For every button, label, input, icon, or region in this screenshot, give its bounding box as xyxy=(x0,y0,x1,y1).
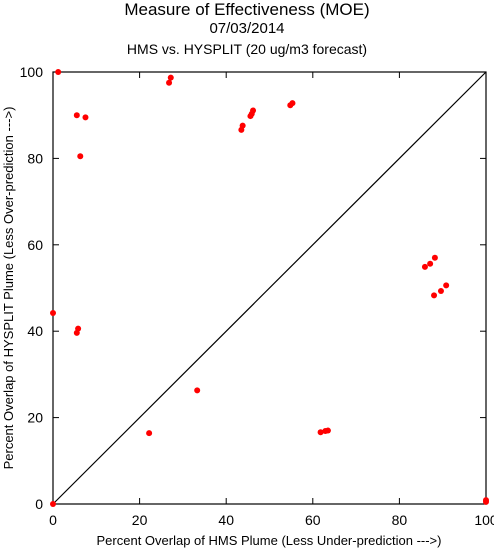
data-point xyxy=(73,112,80,119)
data-point xyxy=(146,430,153,437)
data-point xyxy=(443,282,450,289)
data-point xyxy=(73,329,80,336)
x-tick-label: 100 xyxy=(474,512,494,528)
x-axis-label: Percent Overlap of HMS Plume (Less Under… xyxy=(97,533,442,548)
y-tick-label: 0 xyxy=(35,496,43,512)
data-point xyxy=(194,387,201,394)
x-tick-label: 20 xyxy=(132,512,148,528)
y-tick-label: 20 xyxy=(27,410,43,426)
x-tick-label: 80 xyxy=(392,512,408,528)
identity-reference-line xyxy=(52,71,487,505)
data-point xyxy=(82,114,89,121)
plot-frame xyxy=(52,71,487,505)
data-point xyxy=(483,497,489,504)
x-tick-label: 0 xyxy=(49,512,57,528)
data-point xyxy=(166,79,173,86)
data-point xyxy=(289,100,296,107)
chart-title: Measure of Effectiveness (MOE) xyxy=(124,0,370,19)
chart-subtitle-date: 07/03/2014 xyxy=(209,20,285,37)
data-point xyxy=(427,260,434,267)
data-point xyxy=(437,288,444,295)
data-point xyxy=(250,107,257,114)
data-point xyxy=(431,292,438,299)
y-axis-label: Percent Overlap of HYSPLIT Plume (Less O… xyxy=(1,107,16,470)
data-point xyxy=(431,254,438,261)
x-tick-label: 60 xyxy=(305,512,321,528)
data-point xyxy=(239,122,246,129)
y-tick-label: 60 xyxy=(27,237,43,253)
data-point xyxy=(77,153,84,160)
chart-subtitle-comparison: HMS vs. HYSPLIT (20 ug/m3 forecast) xyxy=(126,41,368,57)
data-point xyxy=(50,310,56,317)
y-tick-label: 100 xyxy=(20,64,44,80)
data-point xyxy=(55,69,62,75)
x-tick-label: 40 xyxy=(218,512,234,528)
y-tick-label: 80 xyxy=(27,150,43,166)
data-point xyxy=(421,263,428,270)
data-point xyxy=(324,427,331,434)
y-tick-label: 40 xyxy=(27,323,43,339)
data-point xyxy=(317,429,324,436)
data-point xyxy=(167,74,174,81)
data-point xyxy=(50,501,56,507)
